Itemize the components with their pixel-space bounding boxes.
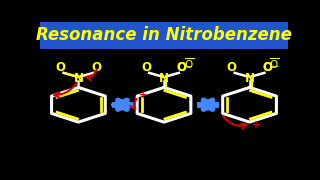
Text: O: O <box>91 61 101 74</box>
Text: N: N <box>74 72 84 85</box>
Text: O: O <box>56 61 66 74</box>
Text: N: N <box>244 72 255 85</box>
Text: $\mathsf{\overline{O}}$: $\mathsf{\overline{O}}$ <box>269 57 279 71</box>
Text: O: O <box>262 61 272 74</box>
Text: N: N <box>159 72 169 85</box>
Text: O: O <box>227 61 237 74</box>
Text: O: O <box>262 61 272 74</box>
Text: O: O <box>141 61 151 74</box>
Text: $-$: $-$ <box>185 60 193 69</box>
Text: O: O <box>177 61 187 74</box>
Text: +: + <box>252 120 260 130</box>
Text: Resonance in Nitrobenzene: Resonance in Nitrobenzene <box>36 26 292 44</box>
Text: $-$: $-$ <box>271 60 279 69</box>
Text: O: O <box>177 61 187 74</box>
Text: $\mathsf{\overline{O}}$: $\mathsf{\overline{O}}$ <box>184 57 194 71</box>
Bar <box>40 22 288 49</box>
Text: +: + <box>139 90 147 100</box>
